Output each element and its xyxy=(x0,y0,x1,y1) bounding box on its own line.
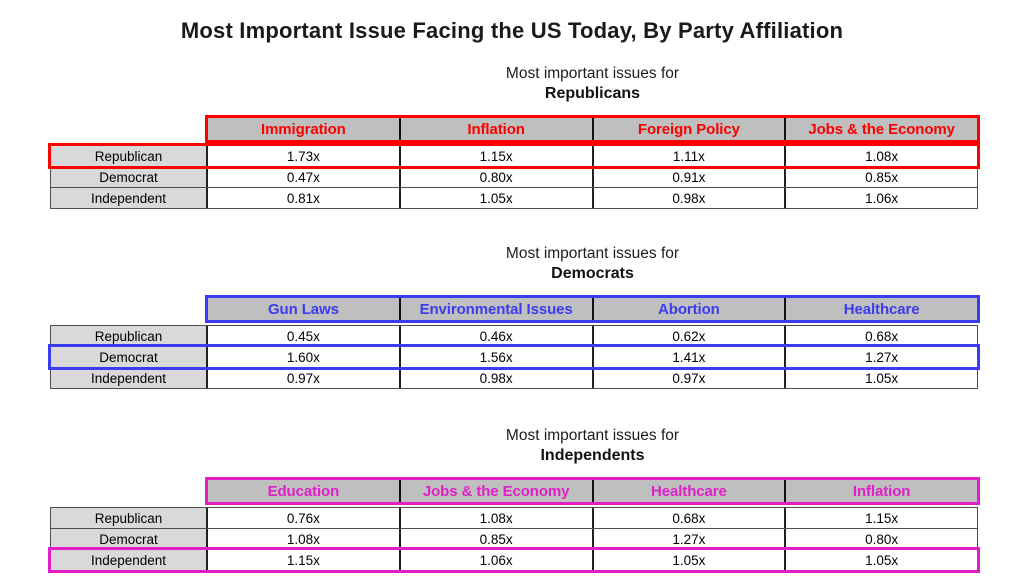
value-cell: 1.15x xyxy=(208,550,399,570)
value-cell: 1.05x xyxy=(784,368,977,388)
row-label: Independent xyxy=(51,550,208,570)
value-cell: 0.91x xyxy=(591,167,785,187)
header-row: Immigration Inflation Foreign Policy Jobs &… xyxy=(205,115,980,143)
value-cell: 0.45x xyxy=(208,326,399,346)
header-row: Education Jobs & the Economy Healthcare Inf… xyxy=(205,477,980,505)
value-cell: 1.27x xyxy=(591,529,785,549)
row-label: Independent xyxy=(51,368,208,388)
value-cell: 1.05x xyxy=(784,550,977,570)
value-cell: 1.41x xyxy=(591,347,785,367)
table-subtitle: Most important issues for xyxy=(505,65,680,82)
column-header: Healthcare xyxy=(591,480,785,502)
column-header: Foreign Policy xyxy=(591,118,785,140)
table-party-name: Independents xyxy=(540,447,645,464)
column-header: Inflation xyxy=(784,480,977,502)
value-cell: 1.05x xyxy=(398,188,592,208)
table-body: Republican 0.45x 0.46x 0.62x 0.68x Democrat 1.… xyxy=(48,325,980,389)
page-title: Most Important Issue Facing the US Today… xyxy=(180,18,844,43)
value-cell: 1.08x xyxy=(398,508,592,528)
column-header: Environmental Issues xyxy=(398,298,592,320)
table-body: Republican 1.73x 1.15x 1.11x 1.08x Democrat 0.… xyxy=(48,143,980,209)
table-row-independent: Independent 1.15x 1.06x 1.05x 1.05x xyxy=(48,547,980,573)
value-cell: 0.81x xyxy=(208,188,399,208)
value-cell: 0.97x xyxy=(591,368,785,388)
column-header: Immigration xyxy=(208,118,399,140)
value-cell: 0.46x xyxy=(398,326,592,346)
value-cell: 0.76x xyxy=(208,508,399,528)
value-cell: 1.73x xyxy=(208,146,399,166)
table-row-republican: Republican 0.76x 1.08x 0.68x 1.15x xyxy=(50,507,978,529)
row-label: Republican xyxy=(51,326,208,346)
value-cell: 1.15x xyxy=(398,146,592,166)
table-row-republican: Republican 1.73x 1.15x 1.11x 1.08x xyxy=(48,143,980,169)
column-header: Education xyxy=(208,480,399,502)
table-subtitle: Most important issues for xyxy=(505,427,680,444)
column-header: Gun Laws xyxy=(208,298,399,320)
data-table: Immigration Inflation Foreign Policy Jobs &… xyxy=(48,115,980,209)
table-row-republican: Republican 0.45x 0.46x 0.62x 0.68x xyxy=(50,325,978,347)
table-subhead: Most important issues for Democrats xyxy=(207,244,978,284)
value-cell: 1.08x xyxy=(208,529,399,549)
column-header: Jobs & the Economy xyxy=(398,480,592,502)
table-row-democrat: Democrat 1.60x 1.56x 1.41x 1.27x xyxy=(48,344,980,370)
row-label: Democrat xyxy=(51,167,208,187)
row-label: Republican xyxy=(51,508,208,528)
value-cell: 0.98x xyxy=(398,368,592,388)
table-block-independents: Most important issues for Independents Edu… xyxy=(0,426,1024,573)
value-cell: 1.27x xyxy=(784,347,977,367)
value-cell: 0.68x xyxy=(784,326,977,346)
table-party-name: Democrats xyxy=(551,265,634,282)
value-cell: 0.62x xyxy=(591,326,785,346)
table-party-name: Republicans xyxy=(544,85,641,102)
table-subhead: Most important issues for Independents xyxy=(207,426,978,466)
table-block-democrats: Most important issues for Democrats Gun La… xyxy=(0,244,1024,389)
table-block-republicans: Most important issues for Republicans Immi… xyxy=(0,64,1024,209)
value-cell: 0.80x xyxy=(784,529,977,549)
table-row-independent: Independent 0.81x 1.05x 0.98x 1.06x xyxy=(50,187,978,209)
value-cell: 0.85x xyxy=(398,529,592,549)
value-cell: 0.97x xyxy=(208,368,399,388)
table-subhead: Most important issues for Republicans xyxy=(207,64,978,104)
value-cell: 1.60x xyxy=(208,347,399,367)
column-header: Inflation xyxy=(398,118,592,140)
value-cell: 1.06x xyxy=(398,550,592,570)
value-cell: 1.06x xyxy=(784,188,977,208)
row-label: Democrat xyxy=(51,529,208,549)
table-row-independent: Independent 0.97x 0.98x 0.97x 1.05x xyxy=(50,367,978,389)
value-cell: 1.08x xyxy=(784,146,977,166)
value-cell: 0.80x xyxy=(398,167,592,187)
table-row-democrat: Democrat 1.08x 0.85x 1.27x 0.80x xyxy=(50,528,978,550)
data-table: Education Jobs & the Economy Healthcare Inf… xyxy=(48,477,980,573)
value-cell: 1.56x xyxy=(398,347,592,367)
value-cell: 0.68x xyxy=(591,508,785,528)
table-body: Republican 0.76x 1.08x 0.68x 1.15x Democrat 1.… xyxy=(48,507,980,573)
header-row: Gun Laws Environmental Issues Abortion Heal… xyxy=(205,295,980,323)
row-label: Democrat xyxy=(51,347,208,367)
value-cell: 0.98x xyxy=(591,188,785,208)
value-cell: 1.11x xyxy=(591,146,785,166)
value-cell: 0.47x xyxy=(208,167,399,187)
column-header: Abortion xyxy=(591,298,785,320)
column-header: Healthcare xyxy=(784,298,977,320)
column-header: Jobs & the Economy xyxy=(784,118,977,140)
value-cell: 1.15x xyxy=(784,508,977,528)
value-cell: 1.05x xyxy=(591,550,785,570)
data-table: Gun Laws Environmental Issues Abortion Heal… xyxy=(48,295,980,389)
table-subtitle: Most important issues for xyxy=(505,245,680,262)
value-cell: 0.85x xyxy=(784,167,977,187)
row-label: Republican xyxy=(51,146,208,166)
table-row-democrat: Democrat 0.47x 0.80x 0.91x 0.85x xyxy=(50,166,978,188)
row-label: Independent xyxy=(51,188,208,208)
